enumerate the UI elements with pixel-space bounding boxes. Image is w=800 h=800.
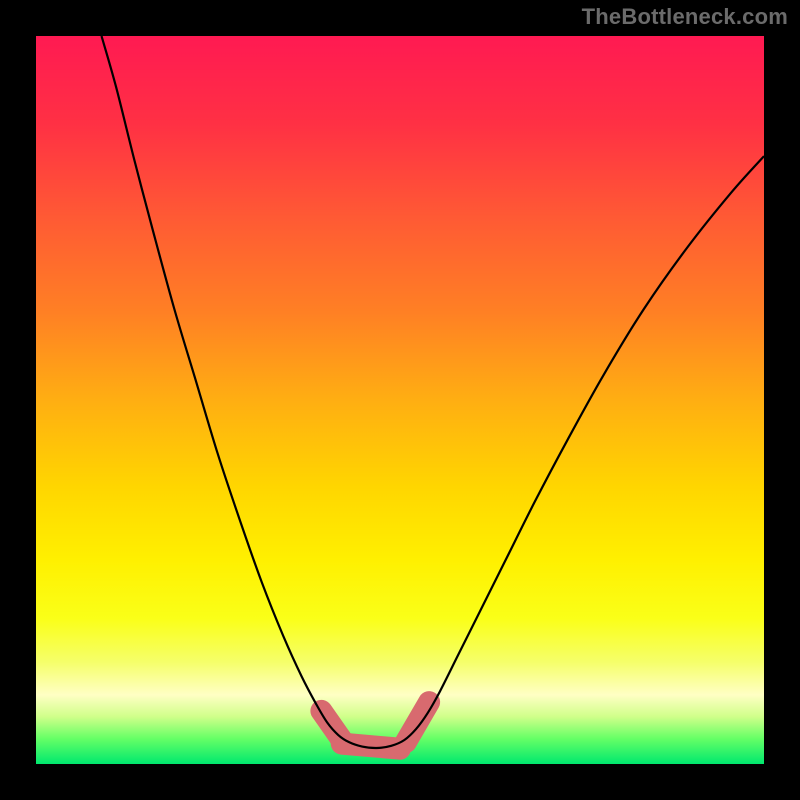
watermark-text: TheBottleneck.com xyxy=(582,4,788,30)
chart-stage: TheBottleneck.com xyxy=(0,0,800,800)
bottleneck-plot xyxy=(0,0,800,800)
plot-background xyxy=(36,36,764,764)
